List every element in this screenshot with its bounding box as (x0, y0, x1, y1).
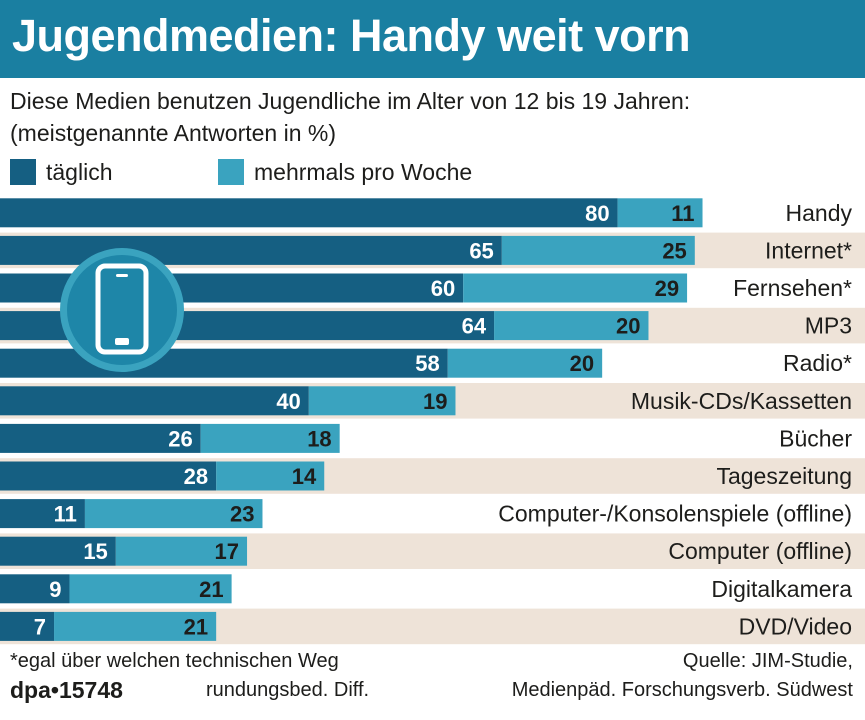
bar-weekly (463, 273, 688, 303)
category-label: Bücher (779, 425, 852, 451)
bar-weekly (501, 235, 695, 265)
data-label-weekly: 19 (423, 389, 447, 414)
legend-label-weekly: mehrmals pro Woche (254, 158, 473, 185)
data-label-daily: 64 (462, 314, 487, 339)
bar-weekly (200, 423, 340, 453)
data-label-weekly: 17 (215, 539, 239, 564)
bar-weekly (617, 198, 703, 228)
category-label: DVD/Video (739, 613, 852, 639)
category-label: MP3 (805, 313, 852, 339)
chart-subtitle: Diese Medien benutzen Jugendliche im Alt… (10, 88, 691, 114)
bar-daily (0, 536, 116, 566)
legend-label-daily: täglich (46, 158, 113, 185)
category-label: Fernsehen* (733, 275, 852, 301)
data-label-daily: 40 (276, 389, 300, 414)
category-label: Handy (786, 200, 853, 226)
data-label-daily: 15 (83, 539, 107, 564)
rounding-note: rundungsbed. Diff. (206, 679, 370, 701)
category-label: Radio* (783, 350, 852, 376)
data-label-weekly: 20 (616, 314, 640, 339)
data-label-weekly: 29 (655, 276, 679, 301)
bar-daily (0, 461, 217, 491)
bar-weekly (69, 574, 232, 604)
data-label-daily: 60 (431, 276, 455, 301)
footnote: *egal über welchen technischen Weg (10, 650, 339, 672)
legend-item-weekly: mehrmals pro Woche (218, 158, 472, 186)
category-label: Tageszeitung (716, 463, 852, 489)
bar-daily (0, 348, 448, 378)
legend-swatch-weekly (218, 159, 244, 185)
category-label: Internet* (765, 237, 852, 263)
data-label-weekly: 21 (199, 577, 223, 602)
data-label-weekly: 14 (292, 464, 317, 489)
bar-weekly (308, 386, 456, 416)
data-label-weekly: 21 (184, 614, 208, 639)
chart-title: Jugendmedien: Handy weit vorn (12, 10, 691, 61)
category-label: Digitalkamera (711, 576, 852, 602)
category-label: Computer (offline) (668, 538, 852, 564)
bar-daily (0, 198, 618, 228)
data-label-daily: 7 (34, 614, 46, 639)
bar-daily (0, 611, 55, 641)
bar-weekly (216, 461, 325, 491)
category-label: Musik-CDs/Kassetten (631, 388, 852, 414)
data-label-daily: 28 (184, 464, 208, 489)
data-label-daily: 9 (49, 577, 61, 602)
title-bar: Jugendmedien: Handy weit vorn (0, 0, 865, 78)
bar-daily (0, 235, 502, 265)
bar-daily (0, 423, 201, 453)
legend-item-daily: täglich (10, 158, 112, 186)
data-label-daily: 58 (415, 351, 439, 376)
chart-subtitle-unit: (meistgenannte Antworten in %) (10, 120, 337, 146)
data-label-weekly: 11 (671, 201, 694, 226)
bar-weekly (447, 348, 603, 378)
bar-weekly (494, 311, 649, 341)
bar-weekly (54, 611, 217, 641)
data-label-daily: 80 (585, 201, 609, 226)
bar-weekly (115, 536, 248, 566)
source-line-1: Quelle: JIM-Studie, (682, 650, 853, 672)
agency-logo: dpa•15748 (10, 677, 123, 703)
data-label-daily: 26 (168, 426, 192, 451)
category-label: Computer-/Konsolenspiele (offline) (498, 501, 852, 527)
bar-daily (0, 574, 70, 604)
legend-swatch-daily (10, 159, 36, 185)
source-line-2: Medienpäd. Forschungsverb. Südwest (511, 679, 853, 701)
mobile-phone-icon (60, 248, 184, 372)
data-label-weekly: 25 (662, 238, 686, 263)
data-label-weekly: 20 (570, 351, 594, 376)
bar-daily (0, 386, 309, 416)
data-label-weekly: 23 (230, 502, 254, 527)
bar-weekly (84, 499, 263, 529)
data-label-daily: 65 (469, 238, 493, 263)
data-label-daily: 11 (54, 502, 77, 527)
data-label-weekly: 18 (307, 426, 331, 451)
bar-daily (0, 499, 85, 529)
